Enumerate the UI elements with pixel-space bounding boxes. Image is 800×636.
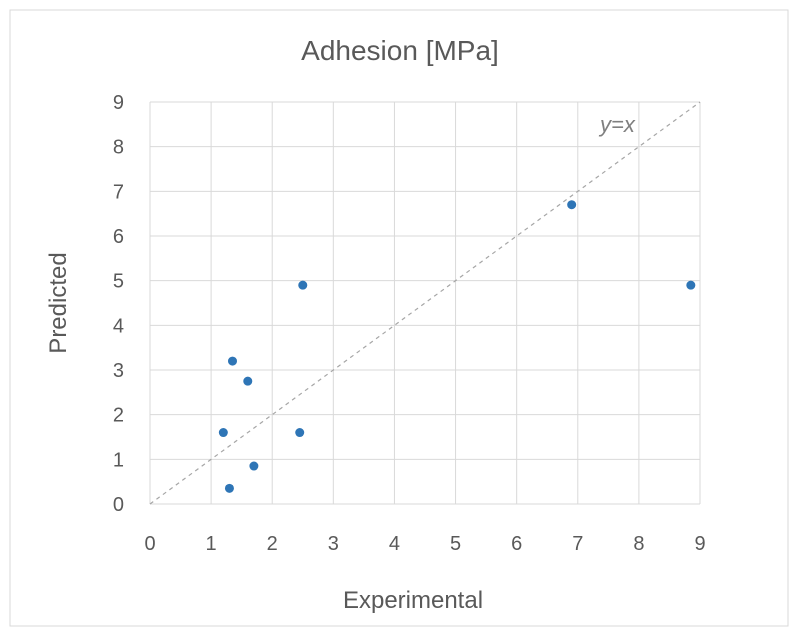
- x-tick-label: 0: [144, 533, 155, 555]
- data-point: [249, 461, 259, 471]
- data-point: [298, 280, 308, 290]
- data-point: [228, 356, 237, 366]
- x-tick-label: 8: [633, 533, 644, 555]
- x-axis-ticks: 0 1 2 3 4 5 6 7 8 9: [144, 533, 705, 555]
- chart-frame: [9, 9, 789, 627]
- y-axis-ticks: 0 1 2 3 4 5 6 7 8 9: [113, 92, 124, 516]
- data-point: [567, 200, 577, 210]
- reference-line-label: y=x: [598, 112, 636, 137]
- grid-lines: [149, 101, 701, 505]
- x-tick-label: 6: [511, 533, 522, 555]
- x-tick-label: 9: [694, 533, 705, 555]
- y-tick-label: 6: [113, 226, 124, 248]
- y-tick-label: 5: [113, 271, 124, 293]
- x-tick-label: 4: [389, 533, 400, 555]
- y-tick-label: 3: [113, 360, 124, 382]
- x-tick-label: 2: [267, 533, 278, 555]
- chart-title: Adhesion [MPa]: [301, 35, 499, 66]
- data-point: [686, 280, 696, 290]
- x-axis-label: Experimental: [343, 587, 483, 614]
- data-points: [218, 200, 696, 493]
- y-tick-label: 1: [113, 449, 124, 471]
- x-tick-label: 7: [572, 533, 583, 555]
- y-tick-label: 0: [113, 494, 124, 516]
- x-tick-label: 1: [206, 533, 217, 555]
- y-tick-label: 7: [113, 181, 124, 203]
- y-tick-label: 2: [113, 405, 124, 427]
- data-point: [224, 483, 234, 493]
- data-point: [243, 376, 253, 386]
- y-axis-label: Predicted: [45, 252, 72, 353]
- y-tick-label: 4: [113, 315, 124, 337]
- data-point: [218, 428, 228, 438]
- x-tick-label: 3: [328, 533, 339, 555]
- x-tick-label: 5: [450, 533, 461, 555]
- reference-line-y-equals-x: [149, 101, 701, 505]
- y-tick-label: 9: [113, 92, 124, 114]
- y-tick-label: 8: [113, 137, 124, 159]
- data-point: [295, 428, 305, 438]
